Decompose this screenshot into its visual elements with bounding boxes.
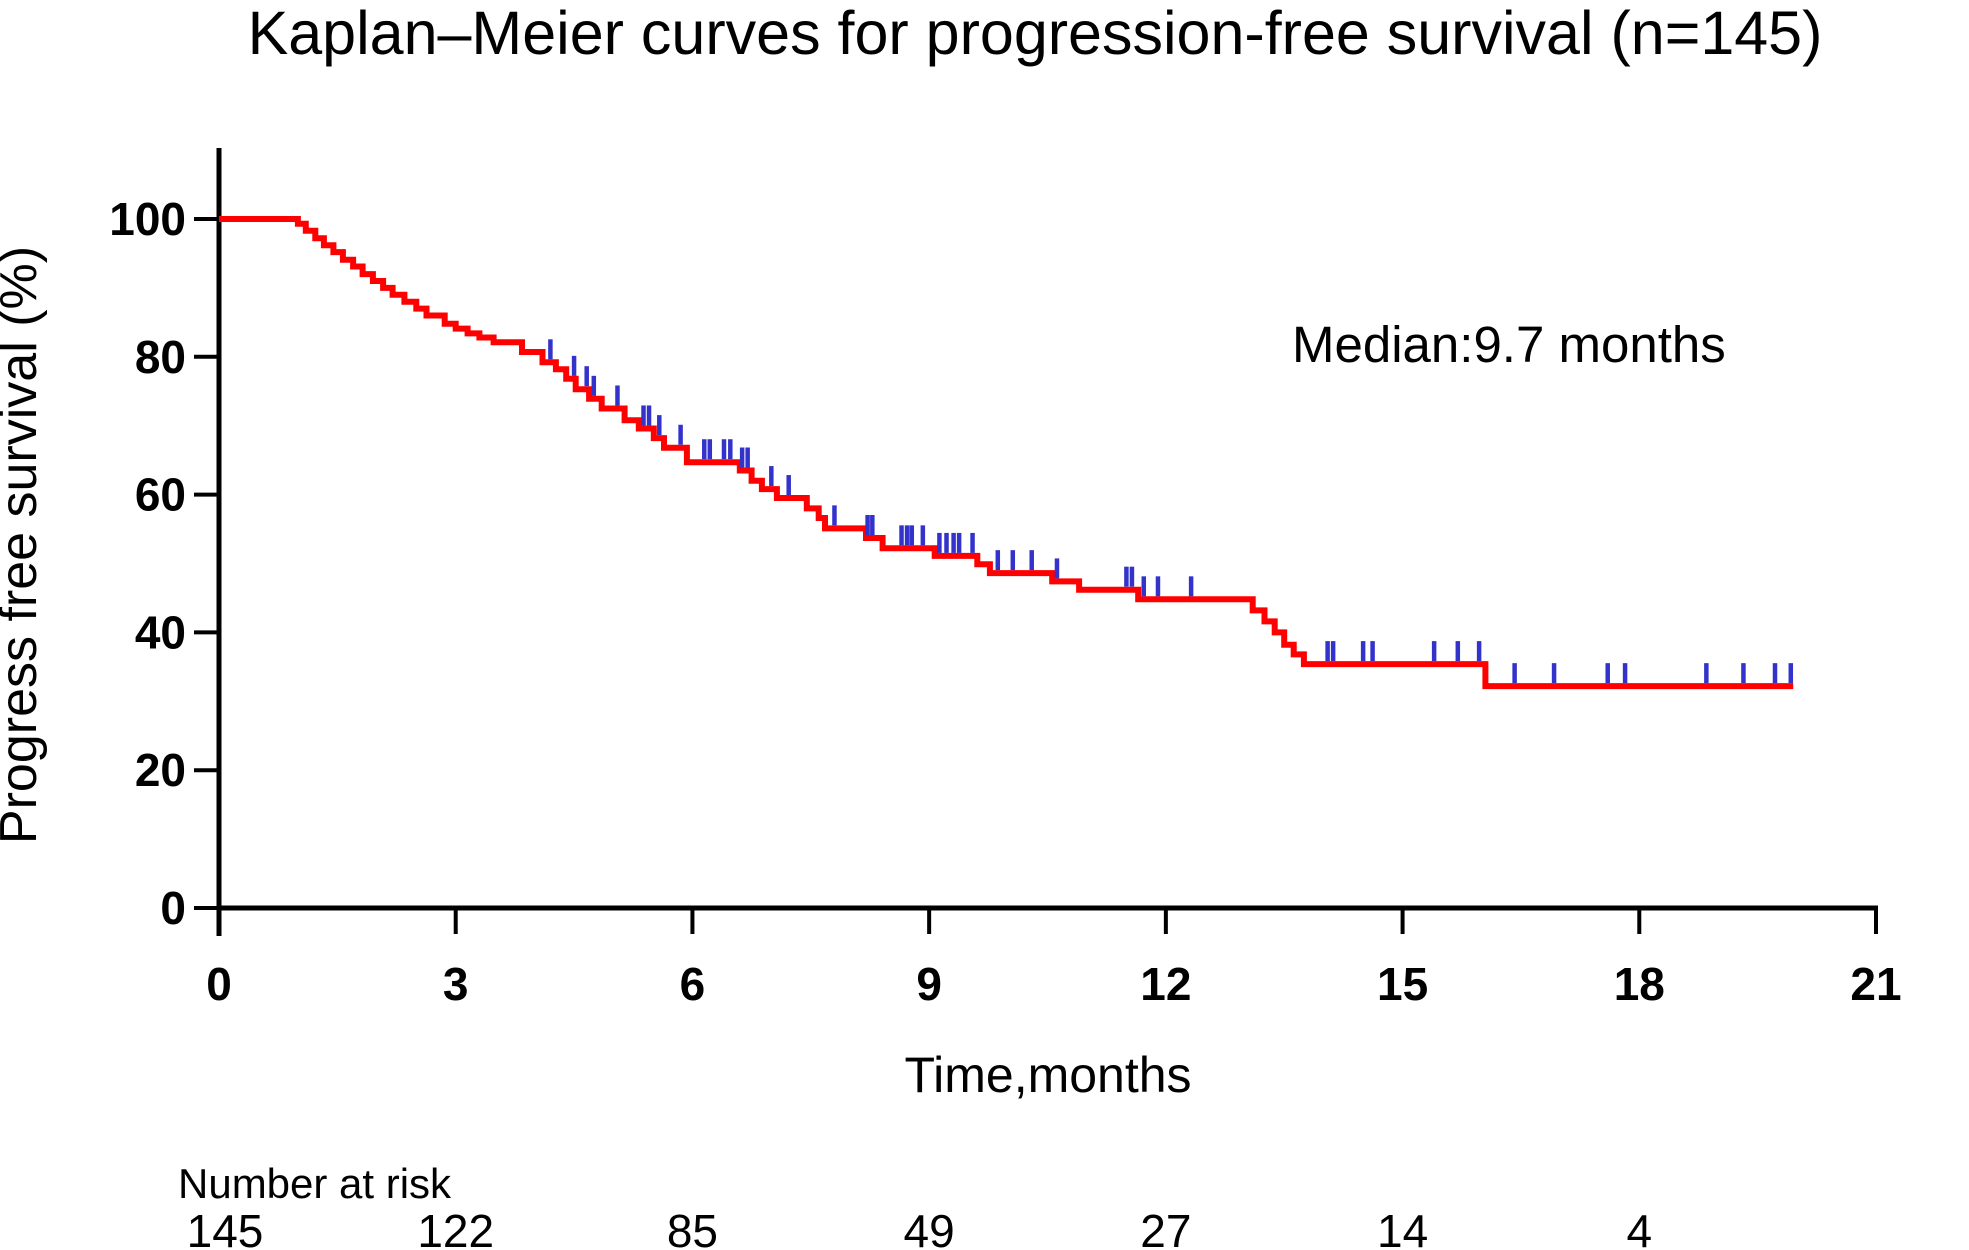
risk-count: 145	[187, 1205, 264, 1250]
y-tick-label: 20	[135, 744, 186, 796]
risk-count: 122	[417, 1205, 494, 1250]
risk-count: 14	[1377, 1205, 1428, 1250]
x-tick-label: 12	[1140, 958, 1191, 1010]
y-tick-label: 60	[135, 469, 186, 521]
median-annotation: Median:9.7 months	[1292, 316, 1726, 373]
x-tick-label: 0	[206, 958, 232, 1010]
axes: 0 20 40 60 80 100 0 3 6 9 12 15 18 21	[109, 148, 1902, 1010]
number-at-risk-label: Number at risk	[178, 1160, 452, 1207]
y-axis-title: Progress free survival (%)	[0, 246, 48, 844]
x-tick-label: 9	[916, 958, 942, 1010]
survival-curve	[219, 216, 1794, 690]
x-tick-label: 18	[1614, 958, 1665, 1010]
y-tick-label: 40	[135, 606, 186, 658]
x-tick-label: 6	[680, 958, 706, 1010]
risk-count: 85	[667, 1205, 718, 1250]
y-tick-label: 80	[135, 331, 186, 383]
chart-title: Kaplan–Meier curves for progression-free…	[248, 0, 1823, 67]
y-tick-label: 0	[160, 882, 186, 934]
x-tick-label: 21	[1850, 958, 1901, 1010]
x-tick-label: 3	[443, 958, 469, 1010]
x-axis-title: Time,months	[904, 1047, 1191, 1103]
risk-count: 27	[1140, 1205, 1191, 1250]
km-curve-group	[219, 216, 1794, 690]
x-tick-label: 15	[1377, 958, 1428, 1010]
risk-count: 49	[904, 1205, 955, 1250]
number-at-risk-row: 145 122 85 49 27 14 4	[187, 1205, 1652, 1250]
risk-count: 4	[1626, 1205, 1652, 1250]
y-tick-label: 100	[109, 193, 186, 245]
